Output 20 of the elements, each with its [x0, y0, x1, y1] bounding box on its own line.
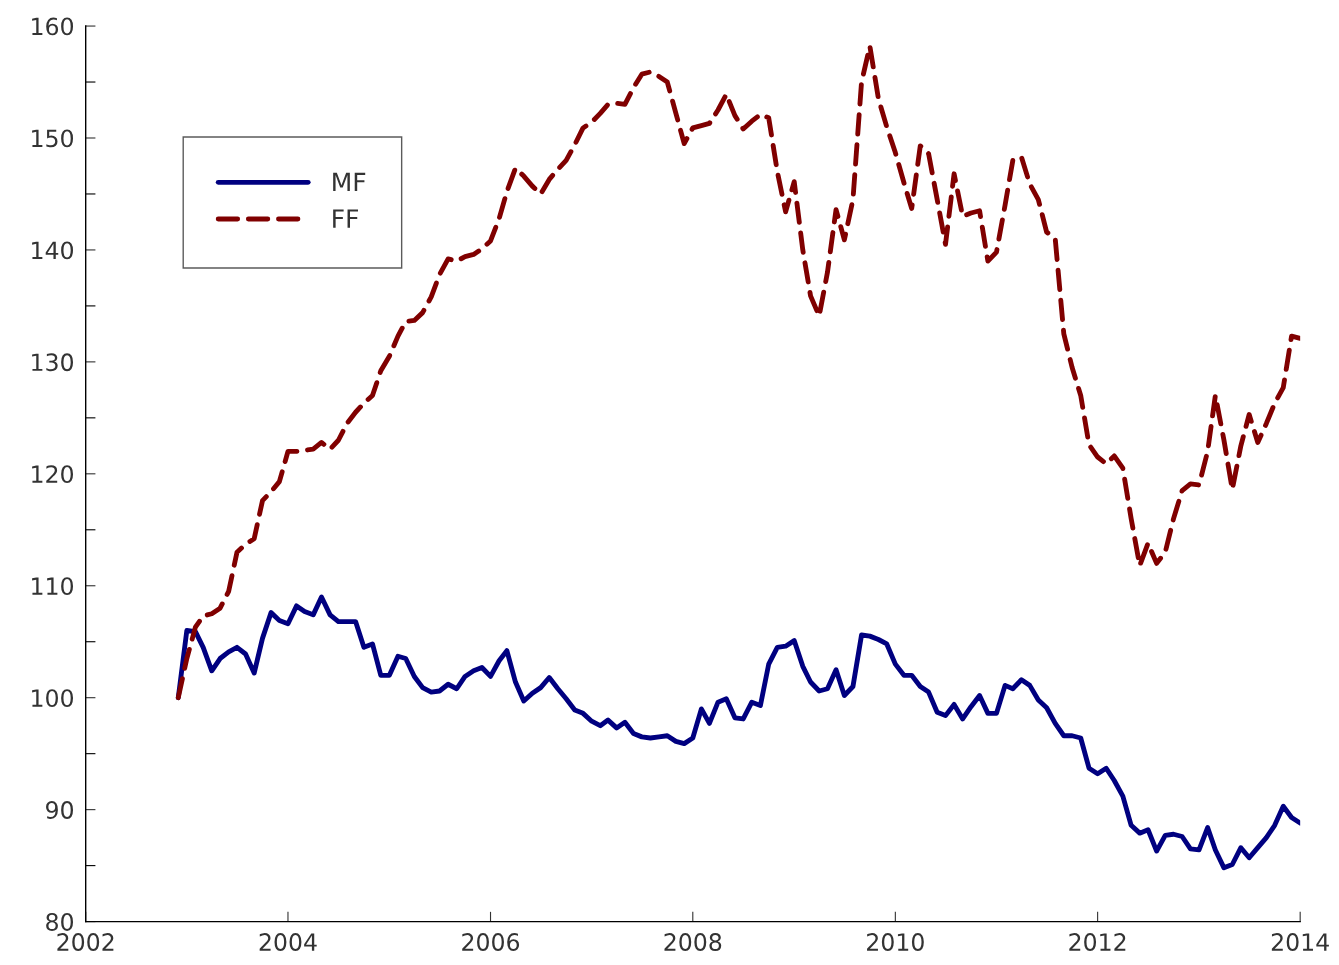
y-tick-label: 140: [32, 241, 74, 260]
x-tick-label: 2002: [57, 933, 114, 951]
y-tick-label: 110: [32, 577, 74, 596]
x-tick-label: 2006: [462, 933, 520, 951]
y-tick-label: 80: [46, 913, 74, 931]
y-tick-label: 130: [32, 353, 74, 372]
legend-label: MF: [333, 172, 366, 192]
x-tick-label: 2014: [1271, 933, 1329, 951]
y-tick-label: 160: [32, 17, 74, 36]
y-tick-label: 90: [46, 801, 74, 819]
line-series: [175, 594, 1301, 871]
legend-label: FF: [333, 209, 359, 228]
y-tick-label: 120: [32, 465, 74, 484]
x-tick-label: 2010: [867, 933, 924, 951]
y-tick-label: 100: [32, 689, 74, 707]
x-tick-label: 2012: [1069, 933, 1126, 951]
y-tick-label: 150: [32, 129, 74, 148]
x-tick-label: 2008: [664, 933, 722, 951]
line-series: [175, 43, 1301, 701]
x-tick-label: 2004: [259, 933, 317, 951]
